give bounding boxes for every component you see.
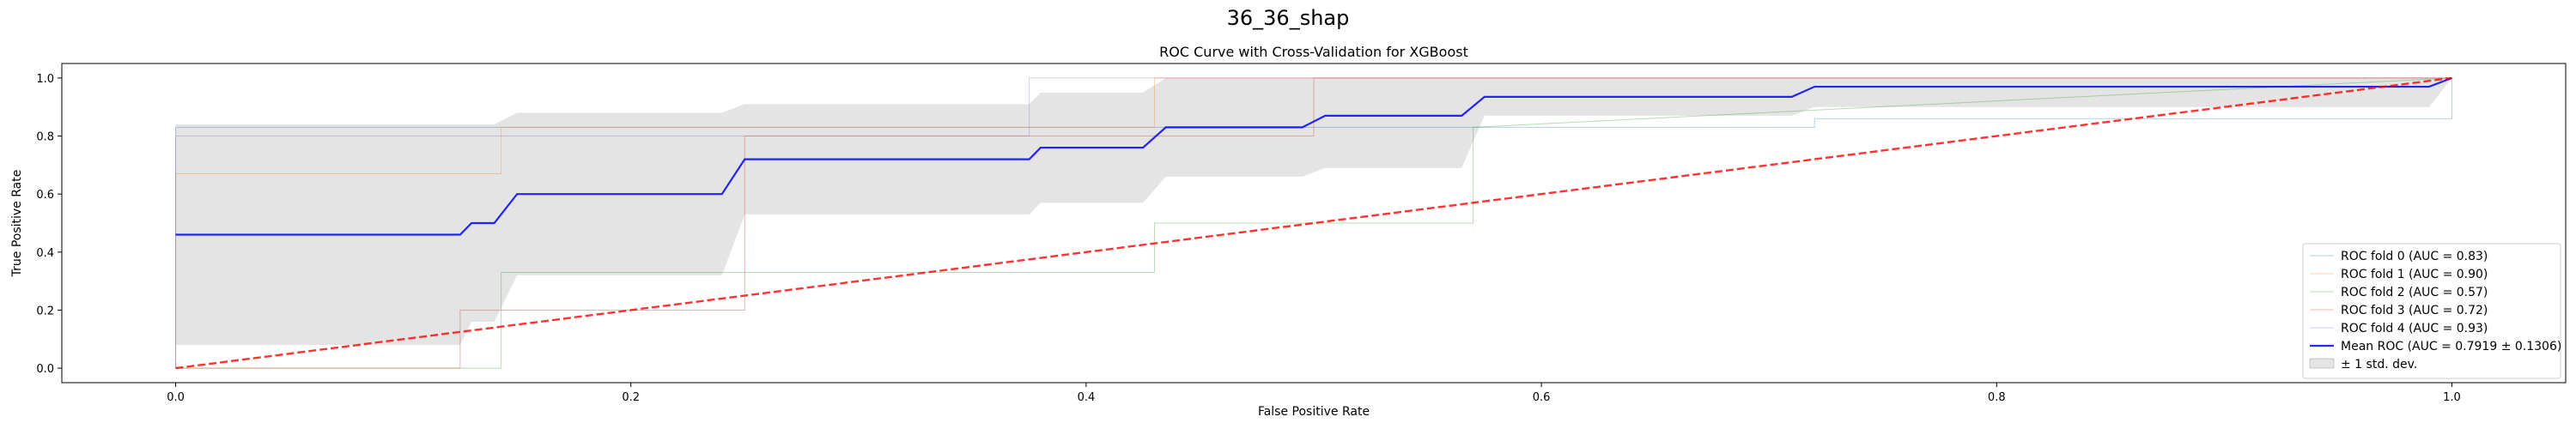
x-tick-label: 1.0 (2443, 391, 2461, 404)
x-tick-label: 0.2 (622, 391, 640, 404)
x-tick-label: 0.6 (1533, 391, 1551, 404)
legend-label: ROC fold 1 (AUC = 0.90) (2341, 268, 2488, 281)
y-axis-ticks: 0.0 0.2 0.4 0.6 0.8 1.0 (36, 73, 62, 376)
roc-fold-3-line (175, 77, 2452, 369)
std-dev-band (175, 77, 2452, 346)
plot-area (61, 63, 2567, 384)
legend-label: ROC fold 0 (AUC = 0.83) (2341, 250, 2488, 263)
y-tick-label: 0.2 (36, 305, 54, 317)
chance-line (175, 76, 2452, 370)
legend-label: ROC fold 2 (AUC = 0.57) (2341, 286, 2488, 299)
x-axis-ticks: 0.0 0.2 0.4 0.6 0.8 1.0 (167, 383, 2461, 404)
y-tick-label: 0.0 (36, 363, 54, 376)
x-tick-label: 0.8 (1988, 391, 2006, 404)
legend: ROC fold 0 (AUC = 0.83) ROC fold 1 (AUC =… (2302, 243, 2561, 379)
x-tick-label: 0.4 (1078, 391, 1096, 404)
y-tick-label: 0.8 (36, 131, 54, 144)
chart-title: ROC Curve with Cross-Validation for XGBo… (1159, 44, 1468, 60)
y-axis-label: True Positive Rate (10, 170, 24, 278)
legend-swatch (2309, 358, 2335, 369)
legend-label: Mean ROC (AUC = 0.7919 ± 0.1306) (2341, 340, 2561, 353)
mean-roc-line (175, 76, 2452, 236)
legend-label: ROC fold 4 (AUC = 0.93) (2341, 322, 2488, 335)
y-tick-label: 0.4 (36, 247, 54, 260)
y-tick-label: 0.6 (36, 189, 54, 202)
roc-fold-4-line (175, 77, 2452, 369)
legend-box (2302, 243, 2561, 379)
figure-suptitle: 36_36_shap (1227, 6, 1350, 30)
x-tick-label: 0.0 (167, 391, 185, 404)
x-axis-label: False Positive Rate (1258, 405, 1370, 419)
legend-label: ROC fold 3 (AUC = 0.72) (2341, 304, 2488, 317)
legend-label: ± 1 std. dev. (2341, 358, 2417, 372)
roc-fold-2-line (175, 77, 2452, 369)
plot-frame (61, 63, 2567, 384)
y-tick-label: 1.0 (36, 73, 54, 86)
roc-fold-1-line (175, 77, 2452, 369)
roc-fold-0-line (175, 77, 2452, 369)
